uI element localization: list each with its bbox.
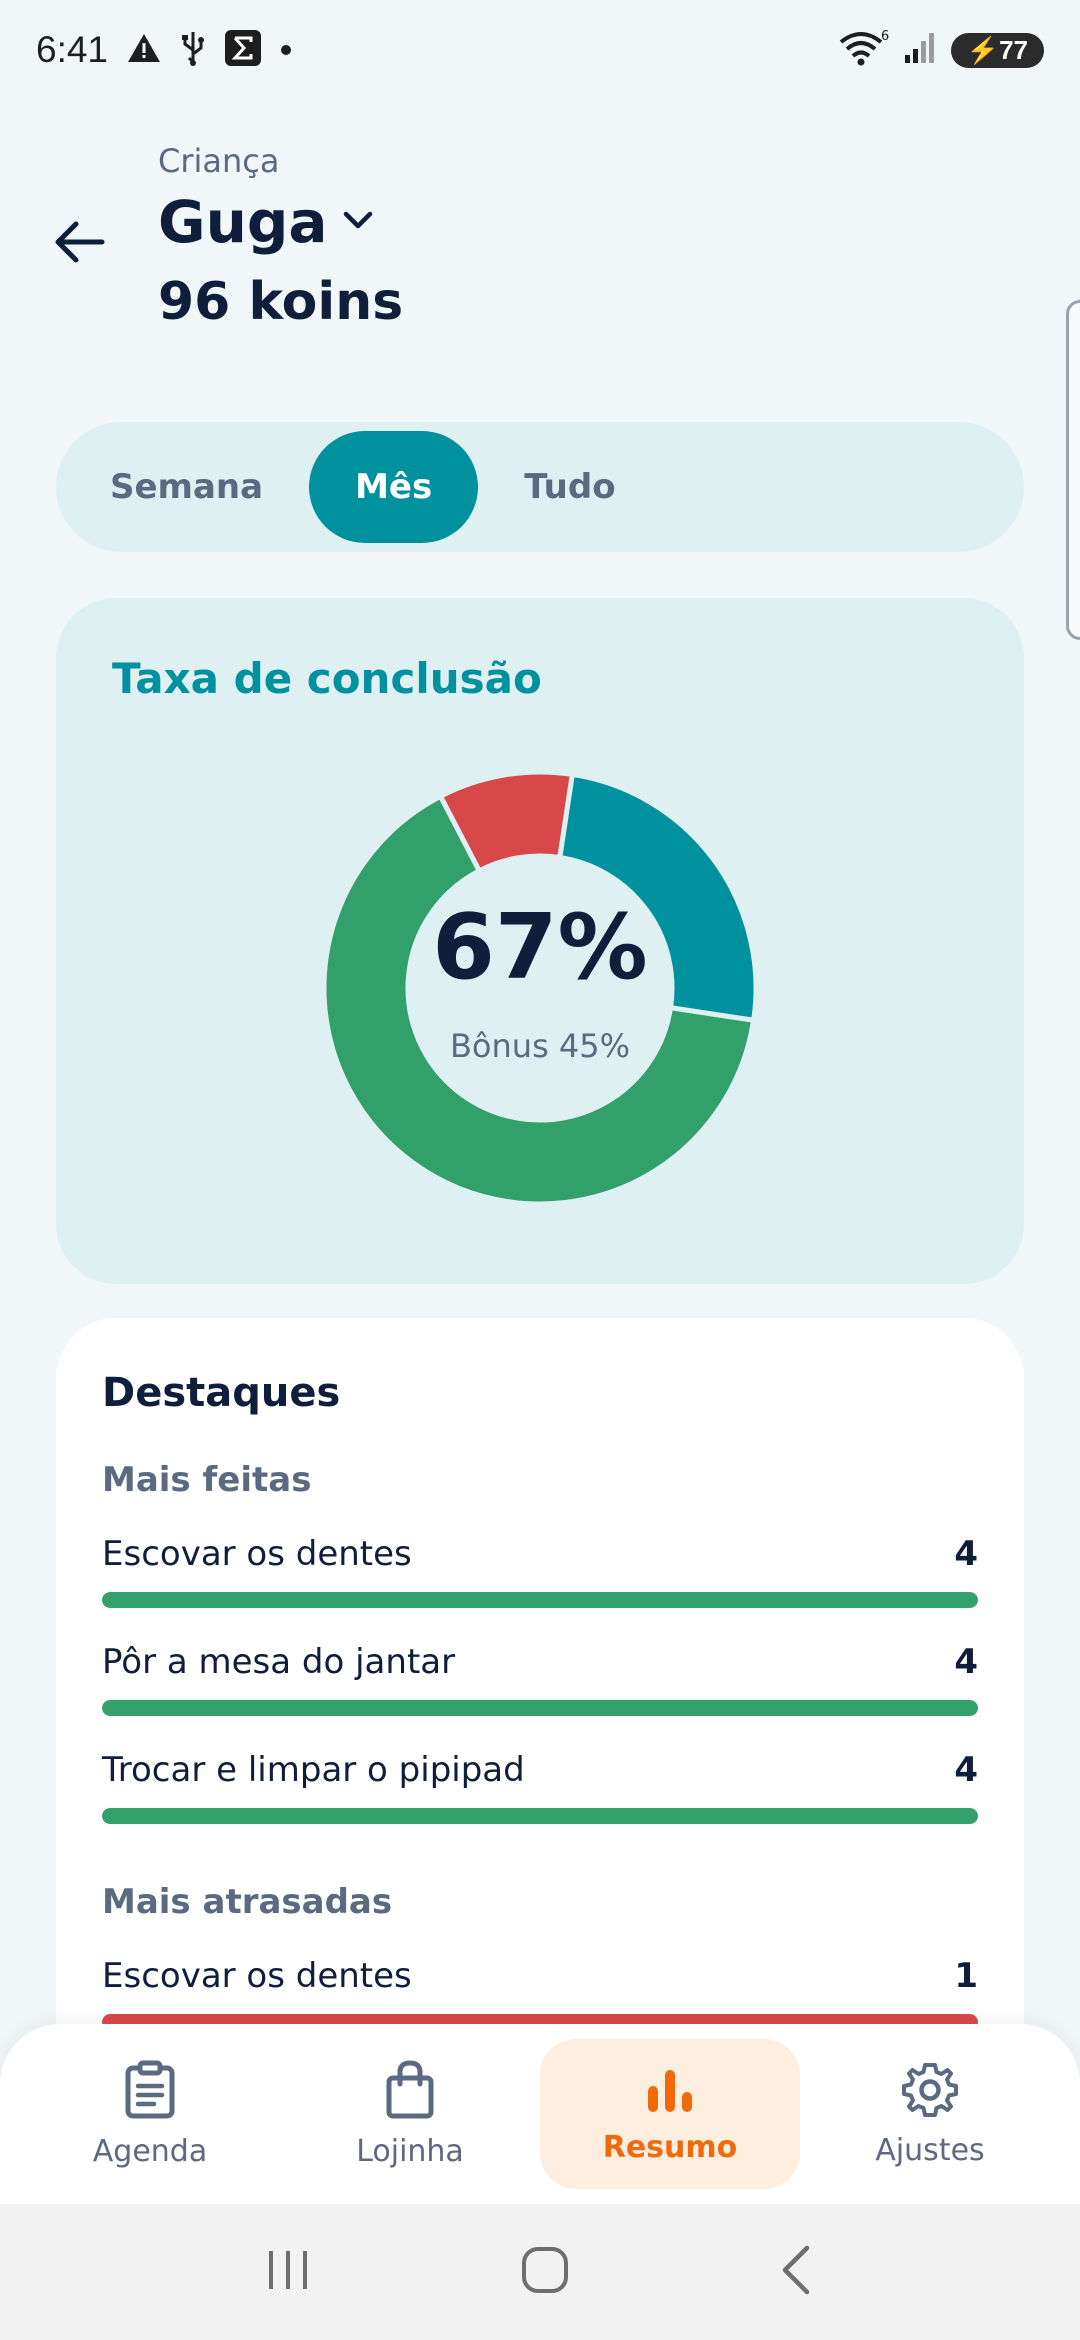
- koins-balance: 96 koins: [158, 272, 404, 332]
- child-name: Guga: [158, 188, 328, 256]
- task-count: 4: [954, 1534, 978, 1574]
- system-nav-bar: [0, 2204, 1080, 2340]
- nav-label: Lojinha: [356, 2133, 464, 2169]
- highlights-title: Destaques: [102, 1370, 341, 1416]
- list-item[interactable]: Trocar e limpar o pipipad 4: [102, 1750, 978, 1824]
- wifi-icon: 6: [837, 28, 889, 72]
- donut-center: 67% Bônus 45%: [320, 768, 760, 1208]
- signal-icon: [903, 31, 937, 69]
- completion-title: Taxa de conclusão: [112, 654, 542, 703]
- list-item-header: Escovar os dentes 4: [102, 1534, 978, 1574]
- tab-semana[interactable]: Semana: [110, 467, 264, 507]
- most-done-title: Mais feitas: [102, 1460, 312, 1500]
- list-item[interactable]: Escovar os dentes 4: [102, 1534, 978, 1608]
- list-item-header: Trocar e limpar o pipipad 4: [102, 1750, 978, 1790]
- system-back-icon: [782, 2245, 810, 2295]
- nav-item-agenda[interactable]: Agenda: [20, 2039, 280, 2189]
- gear-icon: [901, 2061, 959, 2123]
- tab-mes[interactable]: Mês: [309, 431, 479, 543]
- home-button[interactable]: [519, 2244, 571, 2300]
- clipboard-icon: [122, 2060, 178, 2124]
- bar-chart-icon: [644, 2064, 696, 2120]
- recent-apps-button[interactable]: [263, 2247, 313, 2297]
- battery-level: 77: [999, 34, 1028, 65]
- list-item[interactable]: Pôr a mesa do jantar 4: [102, 1642, 978, 1716]
- completion-card: Taxa de conclusão 67% Bônus 45%: [56, 598, 1024, 1284]
- arrow-left-icon: [55, 221, 105, 263]
- task-count: 4: [954, 1750, 978, 1790]
- sigma-app-icon: [224, 29, 262, 71]
- bottom-nav: Agenda Lojinha Resumo Ajustes: [0, 2024, 1080, 2204]
- list-item-header: Pôr a mesa do jantar 4: [102, 1642, 978, 1682]
- battery-indicator: ⚡77: [950, 32, 1044, 68]
- donut-segment: [437, 769, 576, 875]
- list-item[interactable]: Escovar os dentes 1: [102, 1956, 978, 2030]
- most-late-title: Mais atrasadas: [102, 1882, 393, 1922]
- back-button[interactable]: [48, 210, 112, 274]
- nav-label: Ajustes: [875, 2132, 985, 2168]
- status-left: 6:41: [36, 29, 292, 71]
- task-label: Escovar os dentes: [102, 1534, 412, 1574]
- bonus-percent: Bônus 45%: [449, 1027, 631, 1065]
- status-right: 6 ⚡77: [837, 28, 1044, 72]
- completion-percent: 67%: [432, 895, 648, 1000]
- scrollbar[interactable]: [1066, 300, 1080, 640]
- network-badge: 6: [881, 29, 889, 44]
- child-selector[interactable]: Guga: [158, 188, 374, 256]
- list-item-header: Escovar os dentes 1: [102, 1956, 978, 1996]
- status-time: 6:41: [36, 29, 109, 70]
- donut-svg: [321, 769, 759, 1207]
- progress-track: [102, 1592, 978, 1608]
- shopping-bag-icon: [384, 2059, 436, 2124]
- task-label: Trocar e limpar o pipipad: [102, 1750, 525, 1790]
- completion-donut-chart: 67% Bônus 45%: [320, 768, 760, 1208]
- task-label: Escovar os dentes: [102, 1956, 412, 1996]
- progress-track: [102, 1700, 978, 1716]
- progress-fill: [102, 1700, 978, 1716]
- task-count: 1: [954, 1956, 978, 1996]
- home-icon: [522, 2247, 568, 2293]
- child-label: Criança: [158, 142, 280, 180]
- notification-dot-icon: [280, 41, 292, 60]
- nav-label: Resumo: [602, 2129, 738, 2165]
- chevron-down-icon: [342, 209, 374, 235]
- donut-segment: [321, 792, 757, 1207]
- warning-icon: [126, 32, 162, 68]
- nav-item-ajustes[interactable]: Ajustes: [800, 2039, 1060, 2189]
- donut-segment: [556, 771, 759, 1024]
- system-back-button[interactable]: [777, 2244, 817, 2300]
- progress-fill: [102, 1808, 978, 1824]
- progress-track: [102, 1808, 978, 1824]
- recent-apps-icon: [269, 2251, 307, 2289]
- nav-item-lojinha[interactable]: Lojinha: [280, 2039, 540, 2189]
- progress-fill: [102, 1592, 978, 1608]
- tab-tudo[interactable]: Tudo: [524, 467, 616, 507]
- nav-label: Agenda: [92, 2133, 208, 2169]
- status-bar: 6:41 6 ⚡77: [0, 0, 1080, 100]
- highlights-card: Destaques Mais feitas Escovar os dentes …: [56, 1318, 1024, 2078]
- period-tabs: Semana Mês Tudo: [56, 422, 1024, 552]
- nav-item-resumo[interactable]: Resumo: [540, 2039, 800, 2189]
- bolt-icon: ⚡: [966, 34, 1000, 65]
- task-count: 4: [954, 1642, 978, 1682]
- usb-icon: [180, 30, 206, 70]
- task-label: Pôr a mesa do jantar: [102, 1642, 456, 1682]
